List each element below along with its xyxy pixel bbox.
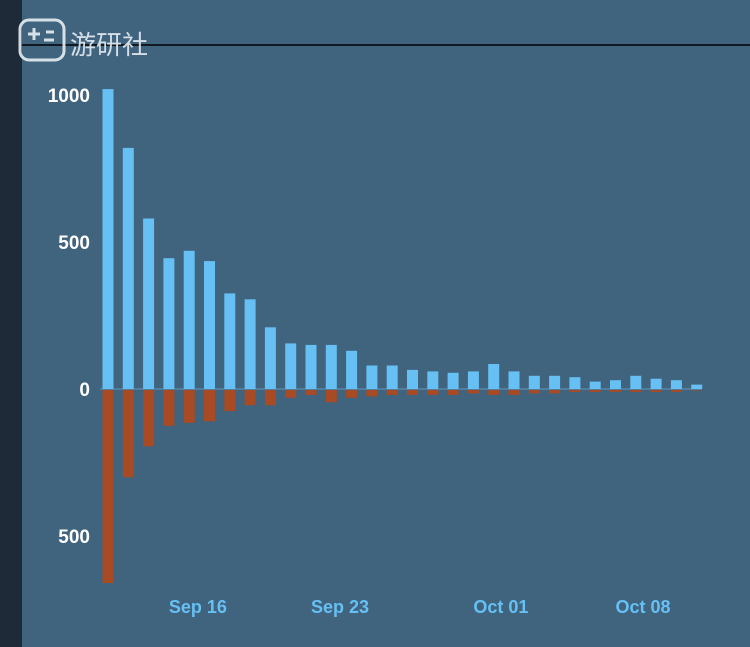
bar-negative xyxy=(366,390,378,397)
bar-positive xyxy=(467,371,479,389)
bar-positive xyxy=(528,375,540,389)
watermark-text: 游研社 xyxy=(70,31,148,61)
bar-positive xyxy=(285,343,297,389)
bar-negative xyxy=(447,390,459,395)
bar-negative xyxy=(386,390,398,395)
bar-positive xyxy=(366,365,378,389)
x-tick-label: Sep 23 xyxy=(311,597,369,617)
bar-negative xyxy=(630,390,642,392)
watermark-game-icon xyxy=(18,18,66,62)
bar-positive xyxy=(346,350,358,389)
y-tick-label: 500 xyxy=(58,527,90,548)
bar-negative xyxy=(691,390,703,391)
bar-positive xyxy=(386,365,398,389)
bar-positive xyxy=(122,147,134,389)
bar-positive xyxy=(305,344,317,389)
watermark-game-icon-glyph xyxy=(28,28,54,42)
bar-positive xyxy=(670,380,682,389)
bar-positive xyxy=(610,380,621,389)
bar-negative xyxy=(407,390,418,395)
bar-negative xyxy=(528,390,540,394)
bar-negative xyxy=(183,390,195,423)
bar-positive xyxy=(691,384,703,389)
bar-positive xyxy=(143,218,155,389)
bar-negative xyxy=(610,390,621,392)
bar-negative xyxy=(488,390,500,395)
bar-negative xyxy=(427,390,439,395)
bar-positive xyxy=(183,250,195,389)
bar-positive xyxy=(447,372,459,389)
y-tick-label: 1000 xyxy=(48,86,90,107)
bar-negative xyxy=(549,390,561,394)
bar-negative xyxy=(224,390,236,412)
bar-positive xyxy=(325,344,337,389)
x-tick-label: Oct 08 xyxy=(616,597,671,617)
bar-negative xyxy=(244,390,256,406)
bar-negative xyxy=(285,390,297,398)
x-tick-label: Oct 01 xyxy=(473,597,528,617)
bar-negative xyxy=(325,390,337,403)
bar-positive xyxy=(407,369,418,389)
bar-positive xyxy=(569,377,581,389)
sidebar-strip xyxy=(0,0,22,647)
bar-negative xyxy=(204,390,215,422)
bar-positive xyxy=(264,327,276,389)
y-tick-label: 500 xyxy=(58,233,90,254)
bar-negative xyxy=(264,390,276,406)
bar-positive xyxy=(650,378,662,389)
bar-negative xyxy=(650,390,662,392)
bar-positive xyxy=(102,89,114,389)
bar-negative xyxy=(143,390,155,447)
bar-negative xyxy=(305,390,317,395)
bar-negative xyxy=(346,390,358,398)
x-tick-label: Sep 16 xyxy=(169,597,227,617)
bar-positive xyxy=(224,293,236,389)
watermark-logo: 游研社 xyxy=(18,18,148,62)
bar-negative xyxy=(589,390,601,392)
bar-positive xyxy=(549,375,561,389)
bar-positive xyxy=(163,258,175,389)
bar-negative xyxy=(102,390,114,583)
bar-positive xyxy=(204,261,215,389)
bar-positive xyxy=(244,299,256,389)
bar-positive xyxy=(630,375,642,389)
bar-positive xyxy=(488,364,500,389)
y-tick-label: 0 xyxy=(79,380,90,401)
header-divider xyxy=(22,44,750,46)
bar-negative xyxy=(569,390,581,392)
bar-negative xyxy=(122,390,134,478)
bar-negative xyxy=(163,390,175,426)
bar-positive xyxy=(589,381,601,389)
bar-negative xyxy=(508,390,520,395)
bar-negative xyxy=(670,390,682,392)
bar-positive xyxy=(427,371,439,389)
bar-negative xyxy=(467,390,479,394)
bar-positive xyxy=(508,371,520,389)
